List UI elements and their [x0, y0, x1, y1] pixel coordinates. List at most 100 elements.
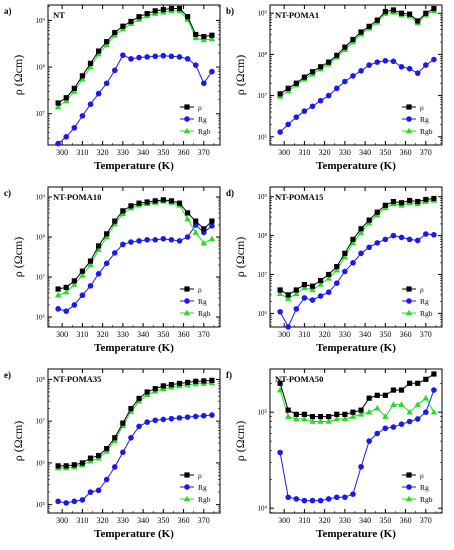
data-point-rho — [350, 36, 356, 43]
legend-label: Rgb — [420, 495, 433, 504]
data-point-Rgb — [374, 404, 381, 411]
data-point-Rg — [152, 237, 159, 243]
data-point-rho — [160, 197, 166, 203]
data-point-rho — [390, 7, 397, 13]
data-point-rho — [317, 64, 324, 70]
data-point-Rgb — [325, 274, 332, 281]
x-axis-label: Temperature (K) — [94, 342, 174, 354]
data-point-rho — [326, 59, 332, 65]
data-point-rho — [160, 7, 166, 13]
x-tick-label: 360 — [400, 330, 412, 339]
y-axis-label: ρ (Ωcm) — [233, 237, 247, 278]
data-point-Rg — [144, 237, 150, 243]
series-line-rho — [279, 198, 434, 296]
data-point-Rgb — [357, 411, 365, 417]
data-point-Rg — [309, 103, 316, 110]
data-point-rho — [112, 218, 118, 224]
data-point-rho — [407, 380, 413, 386]
data-point-Rg — [192, 62, 199, 68]
x-tick-label: 370 — [420, 330, 432, 339]
legend-marker — [183, 495, 191, 502]
data-point-Rg — [293, 306, 300, 312]
data-point-Rg — [128, 434, 134, 441]
data-point-Rg — [406, 65, 413, 72]
inset-title: NT-POMA50 — [275, 374, 323, 384]
data-point-Rg — [390, 232, 397, 239]
data-point-rho — [63, 463, 69, 469]
y-tick-label: 10⁸ — [258, 232, 268, 240]
y-axis-label: ρ (Ωcm) — [11, 421, 25, 462]
data-point-rho — [277, 380, 283, 386]
data-point-rho — [382, 202, 388, 208]
data-point-rho — [104, 231, 110, 237]
data-point-Rg — [63, 500, 70, 506]
data-point-Rg — [192, 413, 199, 420]
panel-label: a) — [4, 6, 12, 16]
x-tick-label: 340 — [359, 516, 371, 525]
data-point-Rg — [301, 497, 308, 504]
y-tick-label: 10⁷ — [258, 92, 268, 100]
x-axis-label: Temperature (K) — [316, 342, 396, 354]
data-point-rho — [366, 395, 372, 401]
data-point-rho — [358, 226, 364, 232]
data-point-Rg — [366, 62, 372, 68]
legend-label: Rgb — [198, 495, 211, 504]
data-point-Rg — [55, 498, 61, 505]
y-axis-label: ρ (Ωcm) — [11, 237, 25, 278]
data-point-rho — [350, 236, 356, 242]
data-point-Rg — [160, 52, 167, 59]
data-point-Rg — [201, 412, 207, 419]
legend-marker — [406, 116, 412, 122]
x-tick-label: 320 — [319, 516, 331, 525]
data-point-Rg — [71, 124, 78, 131]
data-point-Rgb — [341, 415, 349, 422]
x-tick-label: 300 — [56, 516, 68, 525]
y-tick-label: 10⁶ — [258, 133, 268, 141]
data-point-rho — [317, 413, 324, 420]
legend-marker — [184, 484, 190, 490]
panel-label: c) — [4, 188, 11, 198]
data-point-Rg — [209, 412, 215, 418]
y-axis-label: ρ (Ωcm) — [233, 55, 247, 96]
data-point-Rg — [79, 497, 86, 503]
data-point-Rg — [184, 234, 191, 240]
data-point-rho — [423, 376, 429, 382]
data-point-rho — [87, 258, 94, 264]
data-point-Rg — [374, 240, 381, 246]
legend-label: Rgb — [198, 127, 211, 136]
data-point-rho — [152, 8, 158, 14]
data-point-Rg — [414, 237, 421, 244]
data-point-Rg — [285, 494, 292, 501]
data-point-Rg — [423, 231, 429, 237]
data-point-Rg — [128, 56, 134, 62]
data-point-Rg — [136, 423, 142, 430]
data-point-rho — [209, 377, 215, 383]
legend-marker — [184, 104, 190, 110]
x-tick-label: 320 — [97, 330, 109, 339]
data-point-rho — [136, 395, 142, 402]
y-tick-label: 10⁶ — [36, 314, 46, 322]
y-tick-label: 10⁴ — [258, 505, 268, 513]
data-point-Rg — [168, 415, 175, 422]
legend-label: Rgb — [420, 309, 433, 318]
data-point-rho — [168, 198, 175, 204]
data-point-Rg — [350, 491, 356, 497]
data-point-Rg — [382, 425, 389, 432]
data-point-Rgb — [208, 235, 216, 242]
data-point-Rgb — [208, 35, 216, 42]
data-point-rho — [309, 413, 316, 420]
data-point-Rgb — [317, 418, 324, 424]
data-point-Rgb — [71, 88, 78, 94]
plot-frame — [47, 4, 221, 146]
data-point-Rg — [87, 101, 94, 108]
x-tick-label: 310 — [298, 330, 310, 339]
data-point-Rg — [128, 239, 134, 245]
data-point-rho — [136, 14, 142, 20]
x-tick-label: 370 — [198, 148, 210, 157]
data-point-Rg — [285, 121, 292, 128]
x-axis-label: Temperature (K) — [94, 160, 174, 172]
data-point-rho — [374, 209, 380, 215]
y-tick-label: 10⁸ — [36, 234, 46, 242]
data-point-Rg — [358, 250, 364, 257]
data-point-Rg — [136, 238, 142, 244]
